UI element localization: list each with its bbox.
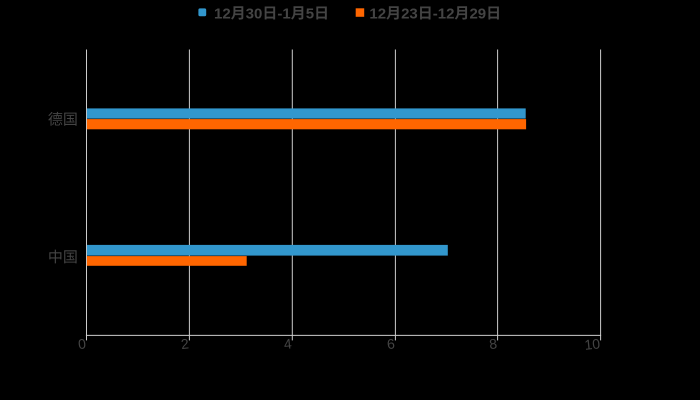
- svg-text:4: 4: [283, 335, 293, 352]
- svg-text:-1: -1: [277, 5, 290, 22]
- svg-text:30: 30: [246, 5, 263, 22]
- svg-text:12: 12: [214, 5, 231, 22]
- svg-text:29: 29: [469, 5, 486, 22]
- svg-text:6: 6: [386, 335, 396, 352]
- svg-text:8: 8: [488, 335, 498, 352]
- svg-text:0: 0: [77, 335, 87, 352]
- svg-text:5: 5: [306, 5, 314, 22]
- svg-text:12: 12: [369, 5, 386, 22]
- svg-text:2: 2: [180, 335, 190, 352]
- svg-text:-12: -12: [433, 5, 455, 22]
- svg-text:23: 23: [401, 5, 418, 22]
- svg-text:10: 10: [584, 335, 601, 353]
